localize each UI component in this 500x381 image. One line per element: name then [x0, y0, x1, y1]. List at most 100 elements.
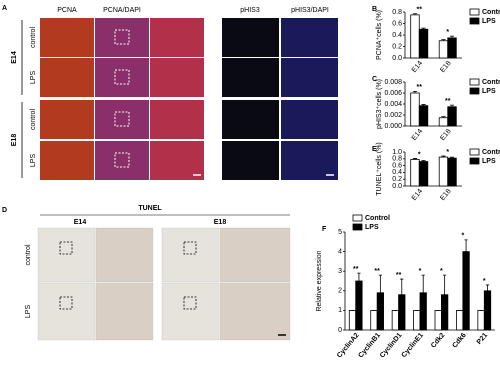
- micrograph: [281, 100, 338, 139]
- panel-label: A: [2, 5, 7, 12]
- x-tick-label: E18: [439, 128, 452, 142]
- bar: [438, 117, 449, 127]
- micrograph: [161, 227, 220, 283]
- significance: **: [396, 272, 402, 279]
- bar: [447, 157, 457, 187]
- error-bar: [449, 156, 455, 159]
- y-tick-label: 0.8: [392, 9, 402, 16]
- bar: [418, 28, 429, 59]
- legend-label: Control: [482, 9, 500, 16]
- y-tick-label: 0.0: [392, 183, 402, 190]
- y-tick-label: 0.6: [392, 20, 402, 27]
- legend-swatch: [352, 223, 363, 231]
- y-tick-label: 0.2: [392, 176, 402, 183]
- bar: [391, 309, 399, 331]
- significance: *: [419, 268, 422, 275]
- significance: **: [417, 84, 423, 91]
- micrograph: [150, 141, 204, 180]
- bar: [355, 280, 363, 331]
- micrograph: [40, 100, 94, 139]
- error-bar: [441, 39, 446, 41]
- y-tick-label: 0.002: [384, 112, 402, 119]
- micrograph: [150, 18, 204, 57]
- micrograph: [150, 100, 204, 139]
- bar: [410, 159, 420, 187]
- zoom-box: [59, 241, 73, 255]
- bar: [413, 309, 421, 331]
- zoom-box: [114, 152, 130, 168]
- y-axis-label: Relative expression: [316, 250, 323, 311]
- row-label: control: [25, 244, 32, 265]
- legend-label: LPS: [482, 88, 496, 95]
- bar: [477, 309, 485, 331]
- bar: [447, 106, 457, 127]
- bar: [462, 251, 470, 331]
- micrograph: [222, 18, 279, 57]
- panel-label: F: [322, 226, 327, 233]
- error-bar: [357, 272, 361, 281]
- panel-title: TUNEL: [138, 205, 162, 212]
- error-bar: [449, 35, 455, 38]
- y-tick-label: 4: [338, 248, 342, 255]
- bar: [418, 161, 429, 187]
- y-tick-label: 0.008: [384, 79, 402, 86]
- x-tick-label: Cdk2: [430, 332, 446, 350]
- legend-label: Control: [365, 215, 390, 222]
- panel-label: D: [2, 207, 7, 214]
- error-bar: [400, 278, 404, 295]
- x-tick-label: CyclinE1: [401, 332, 425, 359]
- panel-label: B: [372, 6, 377, 13]
- y-tick-label: 1: [338, 307, 342, 314]
- significance: *: [446, 29, 449, 36]
- micrograph: [219, 282, 291, 341]
- zoom-box: [183, 241, 197, 255]
- y-tick-label: 0.0: [392, 55, 402, 62]
- x-tick-label: E14: [411, 60, 424, 74]
- bar: [483, 290, 492, 331]
- row-label: LPS: [30, 71, 37, 85]
- x-tick-label: E18: [439, 188, 452, 202]
- panel-label: C: [372, 76, 377, 83]
- zoom-box: [59, 296, 73, 310]
- bar: [447, 37, 457, 59]
- bar: [348, 309, 357, 331]
- y-tick-label: 0.6: [392, 162, 402, 169]
- bar: [434, 309, 442, 331]
- column-header: E14: [74, 219, 87, 226]
- micrograph: [281, 58, 338, 97]
- panel-label: E: [372, 146, 377, 153]
- micrograph: [222, 141, 279, 180]
- micrograph: [222, 58, 279, 97]
- bar: [441, 294, 449, 331]
- bar: [419, 292, 427, 331]
- micrograph: [37, 282, 96, 341]
- bar: [418, 105, 429, 127]
- micrograph: [281, 18, 338, 57]
- legend-swatch: [469, 8, 480, 16]
- micrograph: [95, 100, 149, 139]
- micrograph: [219, 227, 291, 283]
- micrograph: [95, 282, 154, 341]
- y-tick-label: 0.4: [392, 169, 402, 176]
- x-tick-label: E14: [411, 128, 424, 142]
- column-header: pHIS3: [240, 7, 260, 14]
- micrograph: [95, 227, 154, 283]
- y-tick-label: 0.2: [392, 43, 402, 50]
- error-bar: [421, 104, 426, 106]
- y-tick-label: 5: [338, 229, 342, 236]
- micrograph: [161, 282, 220, 341]
- significance: *: [483, 278, 486, 285]
- group-label: E14: [11, 51, 18, 64]
- x-tick-label: P21: [476, 332, 489, 346]
- significance: *: [461, 233, 464, 240]
- significance: *: [418, 151, 421, 158]
- y-tick-label: 1.0: [392, 149, 402, 156]
- error-bar: [412, 90, 418, 93]
- error-bar: [421, 160, 426, 162]
- significance: **: [353, 266, 359, 273]
- error-bar: [464, 239, 468, 252]
- column-header: PCNA/DAPI: [103, 7, 141, 14]
- legend-label: LPS: [365, 224, 379, 231]
- significance: **: [417, 7, 423, 14]
